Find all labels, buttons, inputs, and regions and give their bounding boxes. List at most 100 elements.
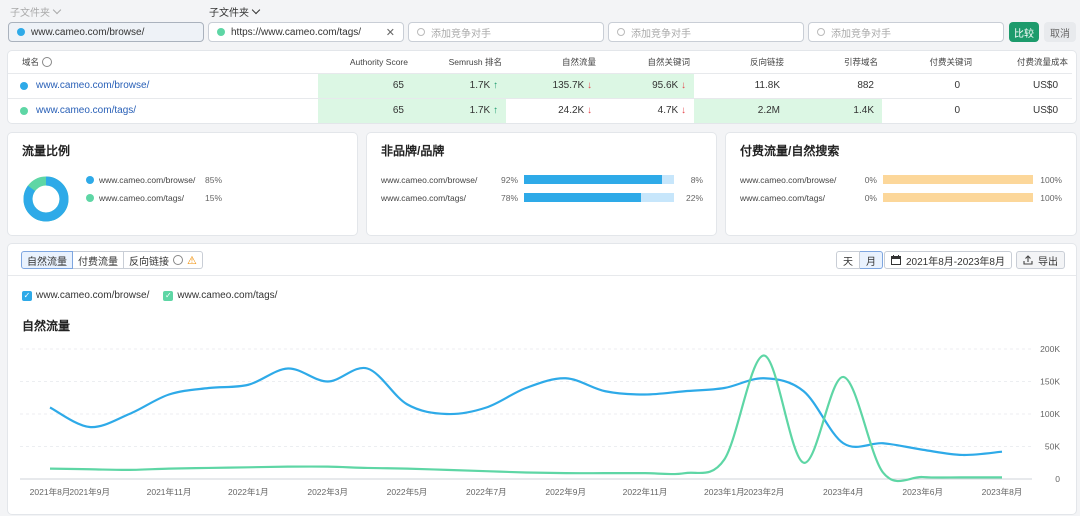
x-tick-label: 2022年9月: [545, 487, 586, 497]
header-authority-score[interactable]: Authority Score: [349, 57, 408, 67]
x-tick-label: 2023年2月: [744, 487, 785, 497]
header-domain: 域名: [22, 51, 53, 73]
x-tick-label: 2021年11月: [147, 487, 192, 497]
tab-organic-traffic[interactable]: 自然流量: [21, 251, 73, 269]
bar-label: www.cameo.com/browse/: [381, 175, 478, 185]
branded-panel: 非品牌/品牌 www.cameo.com/browse/ 92% 8% www.…: [367, 133, 716, 235]
header-paid-traffic-cost[interactable]: 付费流量成本: [1016, 57, 1068, 67]
chart-legend: ✓ www.cameo.com/browse/ ✓ www.cameo.com/…: [22, 290, 277, 301]
chart-tabs: 自然流量 付费流量 反向链接 ⚠: [21, 251, 203, 269]
tab-backlinks[interactable]: 反向链接 ⚠: [124, 251, 203, 269]
branded-bar-fill: [524, 175, 662, 184]
period-month-button[interactable]: 月: [860, 251, 883, 269]
domain-input-value: www.cameo.com/browse/: [31, 26, 145, 38]
export-button[interactable]: 导出: [1016, 251, 1065, 269]
header-paid-keywords[interactable]: 付费关键词: [929, 57, 972, 67]
export-icon: [1023, 255, 1033, 265]
checkbox-checked-icon: ✓: [22, 290, 32, 301]
arrow-down-icon: ↓: [681, 80, 686, 91]
export-label: 导出: [1038, 256, 1058, 268]
domain-input-1[interactable]: www.cameo.com/browse/: [8, 22, 204, 42]
legend-toggle-browse[interactable]: ✓ www.cameo.com/browse/: [22, 290, 149, 301]
competitor-input-2[interactable]: 添加竞争对手: [608, 22, 804, 42]
browse-color-dot: [17, 28, 25, 36]
paid-pct: 0%: [864, 175, 877, 185]
x-tick-label: 2021年9月: [69, 487, 110, 497]
date-range-picker[interactable]: 2021年8月-2023年8月: [884, 251, 1012, 269]
legend-toggle-tags[interactable]: ✓ www.cameo.com/tags/: [163, 290, 277, 301]
info-icon[interactable]: [173, 255, 183, 265]
chevron-down-icon: [251, 5, 261, 15]
competitor-input-3[interactable]: 添加竞争对手: [808, 22, 1004, 42]
calendar-icon: [891, 255, 901, 265]
nonbranded-pct: 92%: [500, 175, 518, 185]
subfolder-selector-2[interactable]: 子文件夹: [209, 4, 261, 19]
tags-color-dot: [86, 194, 94, 202]
subfolder-selector-1[interactable]: 子文件夹: [10, 4, 62, 19]
x-tick-label: 2021年8月: [30, 487, 71, 497]
tab-backlinks-label: 反向链接: [129, 256, 169, 268]
legend-item-browse: www.cameo.com/browse/: [86, 175, 195, 185]
period-day-button[interactable]: 天: [836, 251, 860, 269]
chart-title: 自然流量: [22, 319, 71, 333]
header-organic-traffic[interactable]: 自然流量: [561, 57, 596, 67]
legend-label: www.cameo.com/tags/: [177, 290, 278, 301]
cancel-button[interactable]: 取消: [1044, 22, 1076, 42]
warning-icon: ⚠: [187, 254, 197, 267]
chevron-down-icon: [52, 5, 62, 15]
y-tick-label: 50K: [1045, 442, 1060, 452]
bar-label: www.cameo.com/tags/: [381, 193, 467, 203]
header-domain-label: 域名: [22, 57, 40, 67]
header-backlinks[interactable]: 反向链接: [749, 57, 784, 67]
tags-color-dot: [20, 107, 28, 115]
domain-input-2[interactable]: https://www.cameo.com/tags/ ✕: [208, 22, 404, 42]
series-line-tags[interactable]: [49, 354, 1003, 483]
y-tick-label: 100K: [1040, 409, 1060, 419]
clear-icon[interactable]: ✕: [385, 26, 395, 39]
domain-link[interactable]: www.cameo.com/browse/: [36, 80, 150, 91]
header-referring-domains[interactable]: 引荐域名: [843, 57, 878, 67]
tab-paid-traffic[interactable]: 付费流量: [73, 251, 124, 269]
y-tick-label: 0: [1055, 474, 1060, 484]
x-tick-label: 2023年8月: [982, 487, 1023, 497]
branded-pct: 8%: [690, 175, 703, 185]
header-semrush-rank[interactable]: Semrush 排名: [448, 57, 502, 67]
traffic-value: 24.2K: [558, 105, 585, 116]
empty-dot-icon: [617, 28, 625, 36]
compare-button[interactable]: 比较: [1009, 22, 1039, 42]
comparison-table: 域名 Authority Score Semrush 排名 自然流量 自然关键词…: [8, 51, 1076, 123]
browse-color-dot: [86, 176, 94, 184]
bar-label: www.cameo.com/tags/: [740, 193, 826, 203]
x-tick-label: 2022年5月: [387, 487, 428, 497]
share-pct: 85%: [205, 175, 223, 185]
branded-bar-fill: [524, 193, 641, 202]
series-line-browse[interactable]: [49, 366, 1003, 457]
paid-organic-panel: 付费流量/自然搜索 www.cameo.com/browse/ 0% 100% …: [726, 133, 1076, 235]
info-icon[interactable]: [42, 57, 53, 67]
y-tick-label: 200K: [1040, 344, 1060, 354]
period-toggle: 天 月: [836, 251, 883, 269]
row-domain: www.cameo.com/browse/: [20, 74, 157, 98]
legend-label: www.cameo.com/tags/: [99, 193, 185, 203]
arrow-up-icon: ↑: [493, 80, 498, 91]
domain-input-value: https://www.cameo.com/tags/: [231, 26, 362, 38]
x-tick-label: 2022年7月: [466, 487, 507, 497]
arrow-down-icon: ↓: [587, 105, 592, 116]
cell-paid-cost: US$0: [1032, 105, 1058, 116]
organic-pct: 100%: [1040, 175, 1062, 185]
branded-bar: [524, 193, 674, 202]
bar-label: www.cameo.com/browse/: [740, 175, 837, 185]
empty-dot-icon: [817, 28, 825, 36]
traffic-value: 135.7K: [552, 80, 585, 91]
header-organic-keywords[interactable]: 自然关键词: [647, 57, 690, 67]
table-row: www.cameo.com/browse/ 65 1.7K ↑ 135.7K ↓…: [8, 73, 1072, 98]
domain-link[interactable]: www.cameo.com/tags/: [36, 105, 137, 116]
traffic-chart-panel: 自然流量 付费流量 反向链接 ⚠ 天 月 2021年8月-2023年8月 导出 …: [8, 244, 1076, 514]
arrow-down-icon: ↓: [587, 80, 592, 91]
checkbox-checked-icon: ✓: [163, 290, 174, 301]
competitor-input-1[interactable]: 添加竞争对手: [408, 22, 604, 42]
competitor-placeholder: 添加竞争对手: [431, 28, 491, 40]
share-pct: 15%: [205, 193, 223, 203]
x-tick-label: 2022年11月: [623, 487, 668, 497]
cell-paid-cost: US$0: [1032, 80, 1058, 91]
